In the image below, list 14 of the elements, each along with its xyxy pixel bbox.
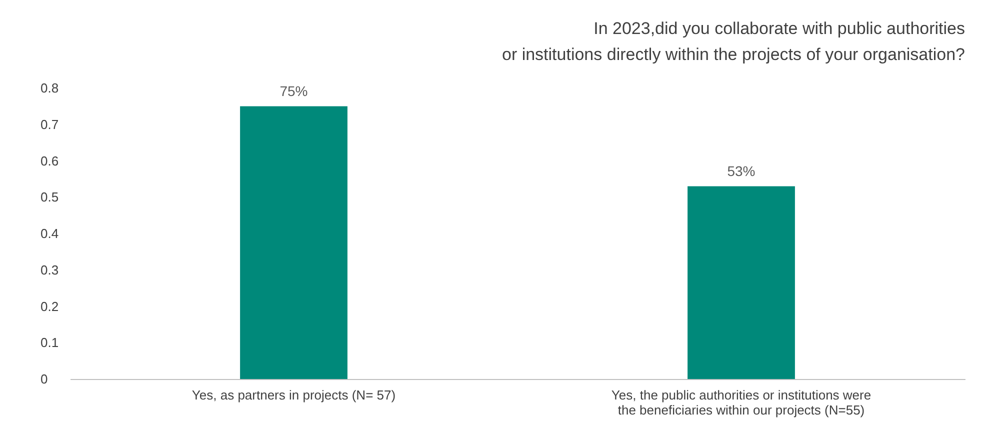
- chart-title: In 2023,did you collaborate with public authorities or institutions directly within the projects of your organisation?: [502, 19, 965, 64]
- y-tick-label: 0.3: [40, 262, 59, 278]
- x-tick-label: Yes, as partners in projects (N= 57): [192, 388, 396, 402]
- y-tick-label: 0.2: [40, 298, 59, 314]
- y-tick-label: 0.4: [40, 226, 59, 241]
- y-tick-label: 0: [40, 372, 48, 386]
- y-tick-label: 0.7: [40, 116, 59, 132]
- data-label: 53%: [727, 163, 756, 180]
- x-tick-label: Yes, the public authorities or institutions were the beneficiaries within our projects (N=55): [611, 388, 872, 418]
- data-label: 75%: [280, 83, 308, 100]
- y-tick-label: 0.5: [40, 190, 59, 205]
- y-tick-label: 0.1: [40, 335, 59, 350]
- y-tick-label: 0.6: [40, 153, 59, 168]
- y-tick-label: 0.8: [40, 80, 59, 96]
